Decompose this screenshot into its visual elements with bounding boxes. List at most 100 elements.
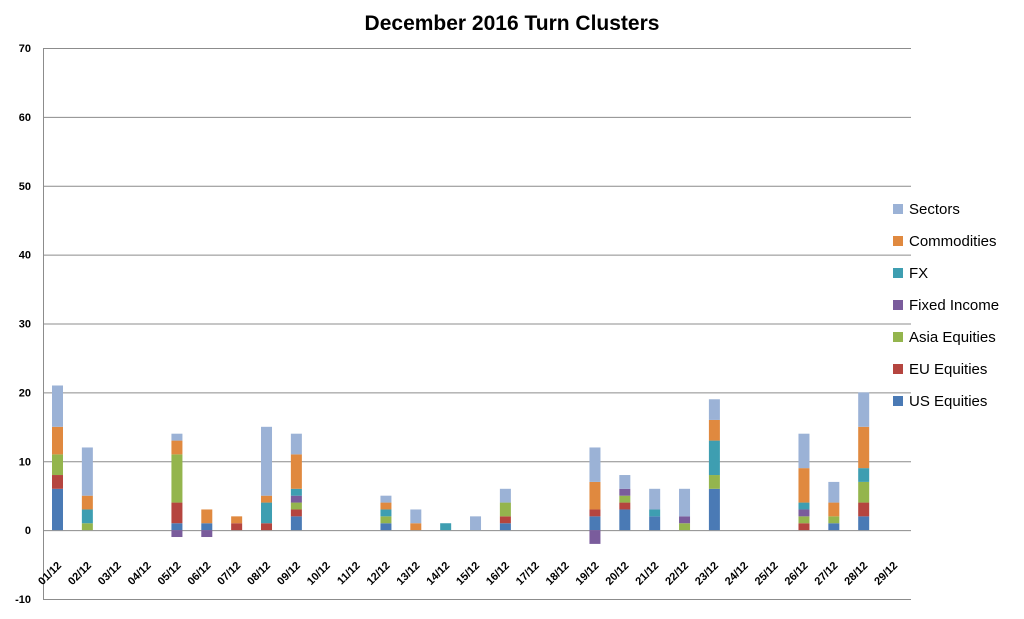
y-tick-label: 70 bbox=[19, 43, 31, 55]
x-tick-label: 13/12 bbox=[394, 560, 422, 588]
bar-asia-equities-23-12 bbox=[708, 475, 720, 489]
bar-us-equities-28-12 bbox=[858, 516, 870, 531]
bar-commodities-28-12 bbox=[858, 426, 870, 469]
x-tick-label: 12/12 bbox=[365, 560, 393, 588]
y-tick-label: 0 bbox=[25, 525, 31, 537]
bar-sectors-08-12 bbox=[261, 426, 273, 496]
bar-us-equities-09-12 bbox=[290, 516, 302, 531]
bar-fixed-income-06-12 bbox=[201, 530, 213, 538]
bar-sectors-22-12 bbox=[679, 488, 691, 517]
bar-asia-equities-27-12 bbox=[828, 516, 840, 524]
bar-asia-equities-22-12 bbox=[679, 523, 691, 531]
bar-eu-equities-19-12 bbox=[589, 509, 601, 517]
x-tick-label: 14/12 bbox=[424, 560, 452, 588]
legend-swatch-commodities bbox=[893, 236, 903, 246]
bar-us-equities-12-12 bbox=[380, 523, 392, 531]
bar-commodities-19-12 bbox=[589, 481, 601, 510]
bar-eu-equities-28-12 bbox=[858, 502, 870, 517]
bar-asia-equities-26-12 bbox=[798, 516, 810, 524]
bar-eu-equities-20-12 bbox=[619, 502, 631, 510]
legend-swatch-asia-equities bbox=[893, 332, 903, 342]
x-tick-label: 20/12 bbox=[603, 560, 631, 588]
bar-us-equities-05-12 bbox=[171, 523, 183, 531]
bar-commodities-23-12 bbox=[708, 419, 720, 441]
gridlines bbox=[43, 48, 911, 600]
bar-commodities-26-12 bbox=[798, 468, 810, 503]
bar-asia-equities-12-12 bbox=[380, 516, 392, 524]
bar-sectors-05-12 bbox=[171, 433, 183, 441]
x-axis-ticks: 01/12 02/12 03/12 04/12 05/12 06/12 07/12 08/12… bbox=[36, 560, 900, 588]
bar-us-equities-21-12 bbox=[649, 516, 661, 531]
bar-fx-21-12 bbox=[649, 509, 661, 517]
legend: Sectors Commodities FX Fixed Income Asia Equ… bbox=[893, 201, 999, 410]
bar-fx-23-12 bbox=[708, 440, 720, 476]
y-tick-label: -10 bbox=[15, 594, 31, 606]
y-tick-label: 20 bbox=[19, 387, 31, 399]
bar-us-equities-20-12 bbox=[619, 509, 631, 531]
x-tick-label: 01/12 bbox=[36, 560, 64, 588]
bar-fixed-income-20-12 bbox=[619, 488, 631, 496]
legend-swatch-fixed-income bbox=[893, 300, 903, 310]
x-tick-label: 29/12 bbox=[872, 560, 900, 588]
bar-commodities-13-12 bbox=[410, 523, 422, 531]
bar-fixed-income-26-12 bbox=[798, 509, 810, 517]
bar-us-equities-06-12 bbox=[201, 523, 213, 531]
x-tick-label: 08/12 bbox=[245, 560, 273, 588]
x-tick-label: 28/12 bbox=[842, 560, 870, 588]
bar-eu-equities-01-12 bbox=[52, 475, 63, 489]
legend-label: Commodities bbox=[909, 233, 997, 250]
x-tick-label: 25/12 bbox=[753, 560, 781, 588]
bar-commodities-08-12 bbox=[261, 495, 273, 503]
x-tick-label: 22/12 bbox=[663, 560, 691, 588]
legend-label: Sectors bbox=[909, 201, 960, 218]
bar-asia-equities-05-12 bbox=[171, 454, 183, 503]
legend-label: Fixed Income bbox=[909, 297, 999, 314]
bar-fixed-income-19-12 bbox=[589, 530, 601, 544]
bar-sectors-16-12 bbox=[499, 488, 511, 503]
bar-sectors-21-12 bbox=[649, 488, 661, 510]
bar-sectors-02-12 bbox=[81, 447, 93, 496]
x-tick-label: 10/12 bbox=[305, 560, 333, 588]
y-tick-label: 60 bbox=[19, 112, 31, 124]
bar-eu-equities-09-12 bbox=[290, 509, 302, 517]
x-tick-label: 23/12 bbox=[693, 560, 721, 588]
bar-commodities-05-12 bbox=[171, 440, 183, 455]
y-tick-label: 50 bbox=[19, 181, 31, 193]
x-tick-label: 16/12 bbox=[484, 560, 512, 588]
bar-fx-09-12 bbox=[290, 488, 302, 496]
bar-eu-equities-16-12 bbox=[499, 516, 511, 524]
chart-title: December 2016 Turn Clusters bbox=[365, 12, 660, 35]
bar-fx-02-12 bbox=[81, 509, 93, 524]
x-tick-label: 06/12 bbox=[185, 560, 213, 588]
x-tick-label: 15/12 bbox=[454, 560, 482, 588]
bar-us-equities-27-12 bbox=[828, 523, 840, 531]
bar-asia-equities-28-12 bbox=[858, 481, 870, 503]
legend-swatch-us-equities bbox=[893, 396, 903, 406]
bar-fx-28-12 bbox=[858, 468, 870, 482]
bar-eu-equities-08-12 bbox=[261, 523, 273, 531]
bar-commodities-01-12 bbox=[52, 426, 63, 455]
bar-eu-equities-07-12 bbox=[231, 523, 243, 531]
bar-fx-08-12 bbox=[261, 502, 273, 524]
bar-commodities-27-12 bbox=[828, 502, 840, 517]
x-tick-label: 18/12 bbox=[544, 560, 572, 588]
bar-fx-26-12 bbox=[798, 502, 810, 510]
x-tick-label: 17/12 bbox=[514, 560, 542, 588]
bar-eu-equities-05-12 bbox=[171, 502, 183, 524]
bar-sectors-09-12 bbox=[290, 433, 302, 455]
x-tick-label: 04/12 bbox=[126, 560, 154, 588]
x-tick-label: 26/12 bbox=[783, 560, 811, 588]
bar-commodities-06-12 bbox=[201, 509, 213, 524]
bar-us-equities-16-12 bbox=[499, 523, 511, 531]
bar-us-equities-19-12 bbox=[589, 516, 601, 531]
bar-commodities-09-12 bbox=[290, 454, 302, 489]
legend-swatch-sectors bbox=[893, 204, 903, 214]
bar-sectors-28-12 bbox=[858, 392, 870, 427]
x-tick-label: 03/12 bbox=[96, 560, 124, 588]
bar-commodities-02-12 bbox=[81, 495, 93, 510]
bar-fixed-income-09-12 bbox=[290, 495, 302, 503]
bar-us-equities-23-12 bbox=[708, 488, 720, 531]
bar-sectors-27-12 bbox=[828, 481, 840, 503]
bars bbox=[52, 385, 870, 544]
